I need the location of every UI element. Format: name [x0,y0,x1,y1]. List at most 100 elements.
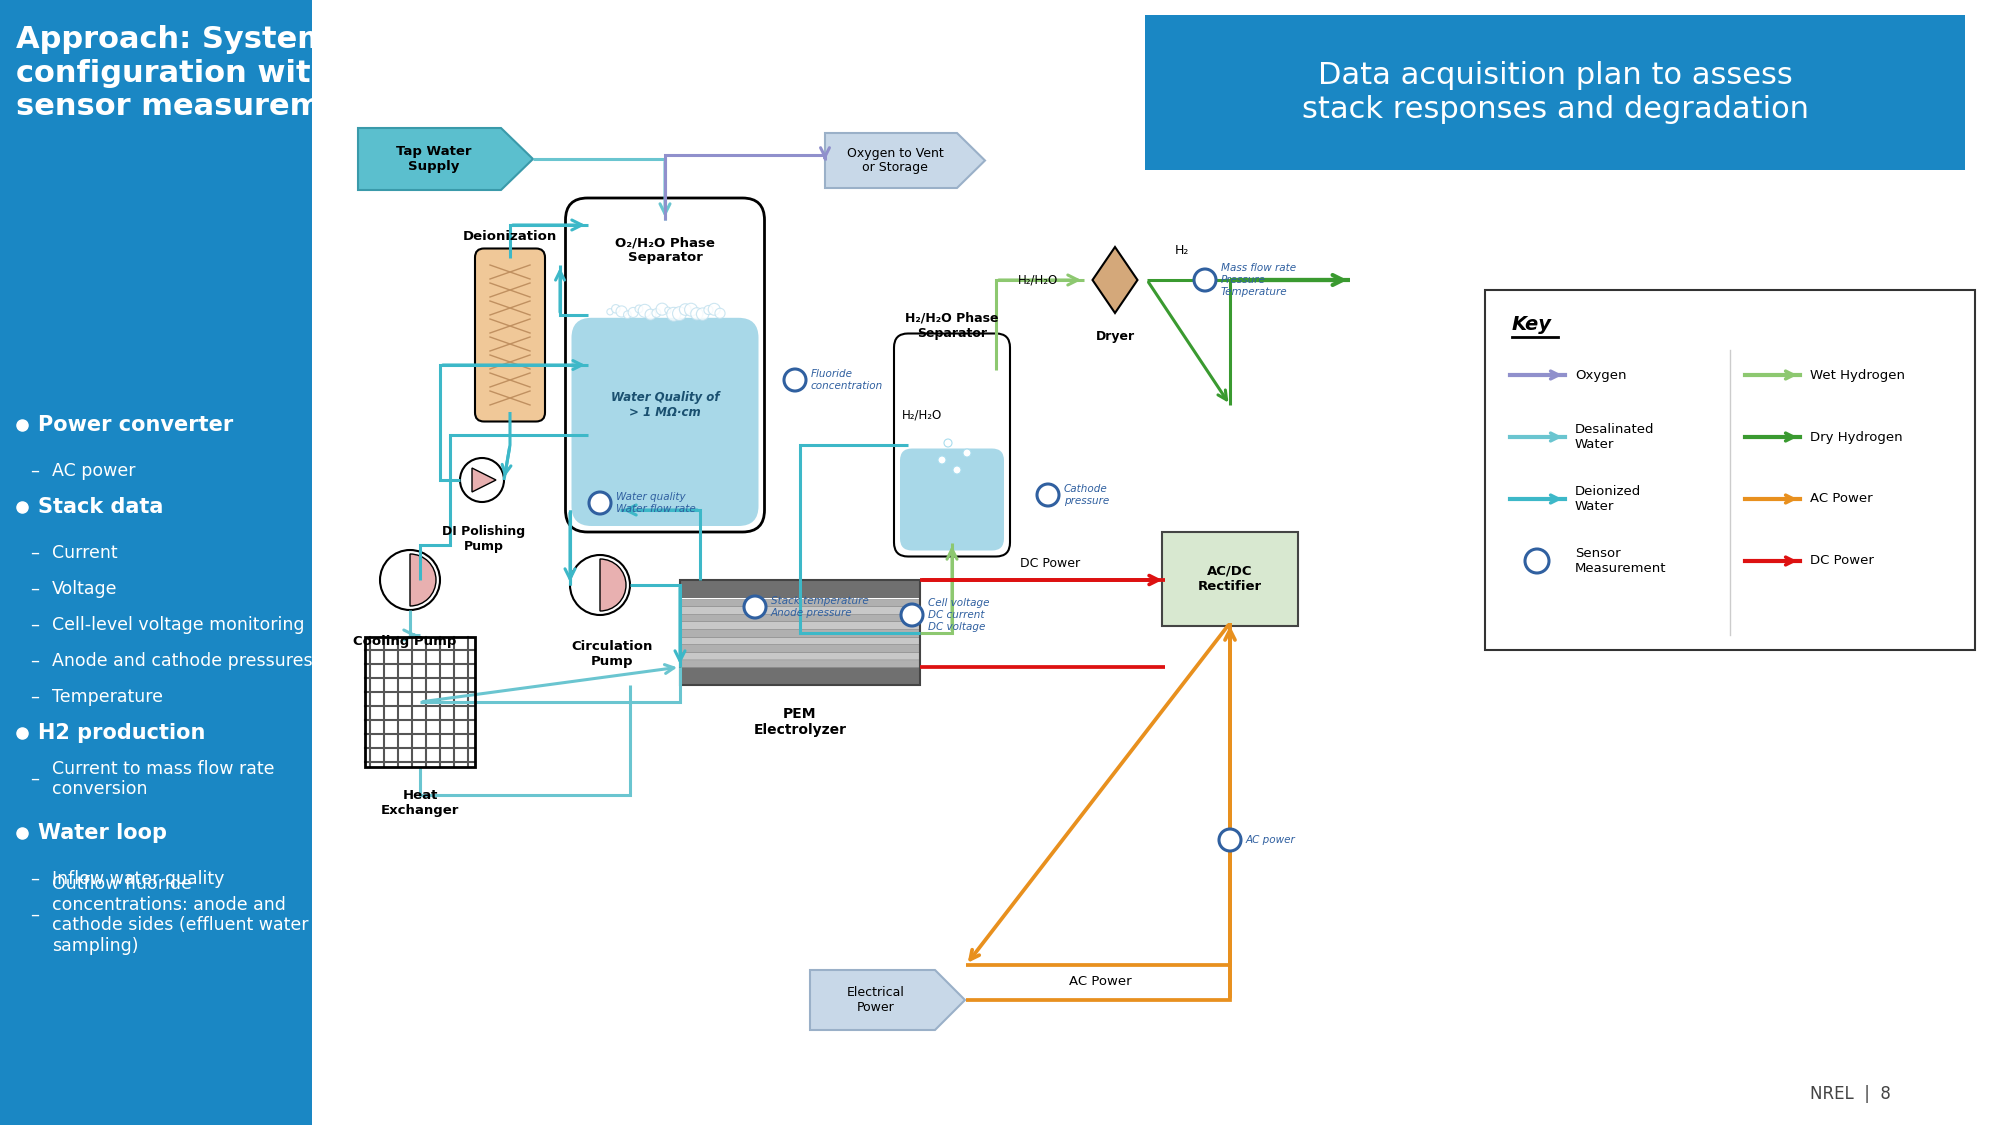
FancyBboxPatch shape [566,198,764,532]
Circle shape [570,555,630,615]
Text: Deionization: Deionization [462,229,558,243]
Text: –: – [30,688,40,706]
Circle shape [640,306,650,316]
Circle shape [460,458,504,502]
Circle shape [380,550,440,610]
Text: Key: Key [1512,315,1552,334]
Circle shape [656,303,668,315]
Text: AC/DC
Rectifier: AC/DC Rectifier [1198,565,1262,593]
Text: Temperature: Temperature [52,688,164,706]
Bar [680,580,920,685]
Text: Cathode
pressure: Cathode pressure [1064,484,1110,506]
Text: Dryer: Dryer [1096,330,1134,343]
Bar [680,651,920,659]
Text: O₂/H₂O Phase
Separator: O₂/H₂O Phase Separator [616,236,714,264]
Text: –: – [30,906,40,924]
Text: Oxygen: Oxygen [1576,369,1626,381]
Bar [680,621,920,629]
Bar [680,659,920,667]
Circle shape [1526,549,1548,573]
Circle shape [692,308,702,319]
Circle shape [704,305,714,315]
Text: Mass flow rate
Pressure
Temperature: Mass flow rate Pressure Temperature [1220,263,1296,297]
FancyBboxPatch shape [476,249,544,422]
Circle shape [678,303,692,316]
Circle shape [646,310,654,318]
Bar [680,667,920,685]
Text: AC Power: AC Power [1068,975,1132,988]
Bar [680,614,920,621]
Circle shape [684,303,698,316]
Text: Heat
Exchanger: Heat Exchanger [380,789,460,817]
Bar [680,629,920,637]
FancyBboxPatch shape [1144,15,1964,170]
Text: Anode and cathode pressures: Anode and cathode pressures [52,652,312,670]
Text: NREL  |  8: NREL | 8 [1810,1084,1890,1102]
Circle shape [634,303,644,315]
Bar [0,0,312,1125]
Text: Voltage: Voltage [52,580,118,598]
Circle shape [670,312,676,317]
Circle shape [612,304,620,314]
Text: –: – [30,616,40,634]
Bar [680,580,920,598]
Polygon shape [1092,248,1138,313]
Circle shape [628,307,638,318]
Bar [312,0,2000,1125]
Text: –: – [30,580,40,598]
Circle shape [604,307,616,317]
Circle shape [944,439,952,447]
FancyBboxPatch shape [1162,532,1298,626]
Polygon shape [810,970,964,1030]
Polygon shape [472,468,496,492]
Text: Water quality
Water flow rate: Water quality Water flow rate [616,493,696,514]
Wedge shape [410,554,436,606]
Text: Current to mass flow rate
conversion: Current to mass flow rate conversion [52,759,274,799]
Text: Cell voltage
DC current
DC voltage: Cell voltage DC current DC voltage [928,598,990,631]
Text: H₂: H₂ [1176,243,1190,256]
Text: PEM
Electrolyzer: PEM Electrolyzer [754,706,846,737]
Text: Power converter: Power converter [38,415,234,435]
Text: –: – [30,770,40,788]
Bar [680,606,920,613]
Circle shape [954,466,960,474]
Text: Cooling Pump: Cooling Pump [354,634,456,648]
Text: AC Power: AC Power [1810,493,1872,505]
Bar [364,637,476,767]
Circle shape [716,308,724,318]
Text: Circulation
Pump: Circulation Pump [572,640,652,668]
FancyBboxPatch shape [1484,290,1976,650]
Bar [680,645,920,651]
Text: DI Polishing
Pump: DI Polishing Pump [442,525,526,554]
Text: Sensor
Measurement: Sensor Measurement [1576,547,1666,575]
Text: Water Quality of
> 1 MΩ·cm: Water Quality of > 1 MΩ·cm [610,392,720,418]
Circle shape [664,307,672,314]
Circle shape [938,456,946,464]
Text: Dry Hydrogen: Dry Hydrogen [1810,431,1902,443]
Text: Stack data: Stack data [38,497,164,518]
Circle shape [900,604,924,626]
Circle shape [618,307,626,315]
FancyBboxPatch shape [572,317,758,526]
Polygon shape [826,133,984,188]
Text: Wet Hydrogen: Wet Hydrogen [1810,369,1904,381]
Text: H₂/H₂O: H₂/H₂O [902,408,942,422]
Circle shape [676,310,682,317]
Text: Tap Water
Supply: Tap Water Supply [396,145,472,173]
Text: Outflow fluoride
concentrations: anode and
cathode sides (effluent water
samplin: Outflow fluoride concentrations: anode a… [52,875,308,955]
Text: Fluoride
concentration: Fluoride concentration [812,369,884,390]
Text: Current: Current [52,544,118,562]
Text: Desalinated
Water: Desalinated Water [1576,423,1654,451]
Text: DC Power: DC Power [1020,557,1080,570]
Text: Water loop: Water loop [38,824,168,843]
Text: H2 production: H2 production [38,723,206,742]
Bar [680,598,920,606]
Text: –: – [30,652,40,670]
Text: Electrical
Power: Electrical Power [846,986,904,1014]
Text: DC Power: DC Power [1810,555,1874,567]
FancyBboxPatch shape [894,333,1010,557]
Circle shape [622,309,632,319]
Text: Stack temperature
Anode pressure: Stack temperature Anode pressure [772,596,868,618]
Text: –: – [30,462,40,480]
Text: H₂/H₂O: H₂/H₂O [1018,273,1058,287]
